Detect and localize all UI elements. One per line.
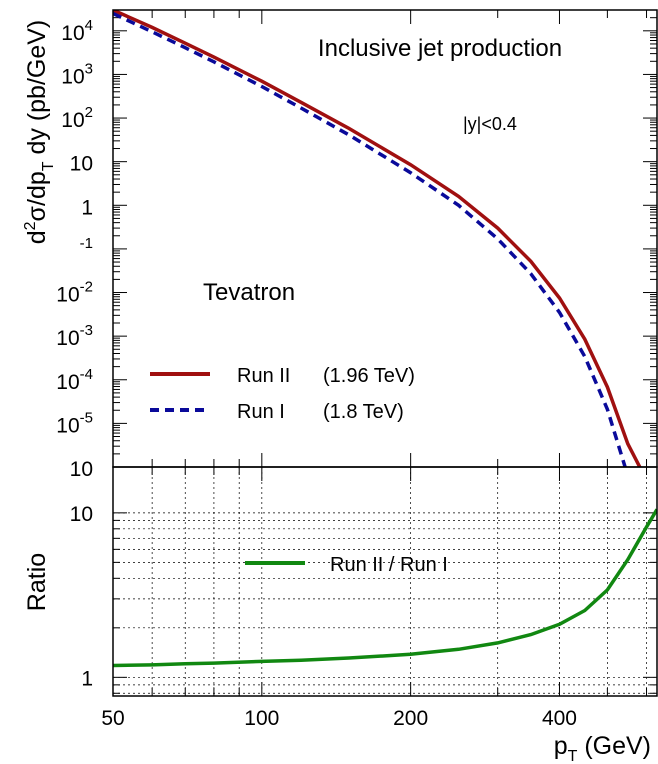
bottom-legend: Run II / Run I: [245, 554, 448, 576]
y-tick-label-exponent: -5: [80, 409, 93, 426]
y-tick-label-exponent: -4: [80, 366, 93, 383]
y-tick-label: 10-2: [56, 279, 93, 307]
xlabel-base: p: [554, 732, 568, 760]
ratio-y-tick-label: 10: [70, 503, 93, 526]
bottom-panel: 1 10 50 100 200 400 Ratio Run II / Run I pT …: [23, 466, 658, 764]
y-tick-label-exponent: -1: [80, 235, 93, 252]
tevatron-annotation: Tevatron: [203, 279, 295, 306]
rapidity-annotation: |y|<0.4: [463, 114, 517, 134]
top-x-ticks: [112, 10, 648, 467]
y-tick-label-base: 10: [56, 284, 79, 307]
top-y-ticks: [113, 9, 657, 468]
y-tick-label: 10: [70, 153, 93, 176]
y-tick-label-exponent: 4: [85, 17, 93, 34]
bottom-y-tick-labels: 1 10: [70, 503, 93, 690]
legend-label-ratio: Run II / Run I: [330, 554, 448, 576]
top-panel: Inclusive jet production |y|<0.4 Tevatro…: [22, 9, 658, 481]
legend-label-run1: Run I: [237, 401, 285, 423]
y-tick-label-base: 10: [61, 22, 84, 45]
y-tick-label: 1: [81, 196, 93, 219]
top-legend: Run II (1.96 TeV) Run I (1.8 TeV): [150, 365, 415, 423]
bottom-x-tick-labels: 50 100 200 400: [101, 707, 577, 730]
top-title: Inclusive jet production: [318, 35, 562, 62]
y-tick-label-base: 10: [56, 371, 79, 394]
x-axis-title: pT (GeV): [554, 732, 651, 764]
y-tick-label-exponent: 2: [85, 104, 93, 121]
y-tick-label-exponent: 3: [85, 60, 93, 77]
y-tick-label: 104: [61, 17, 93, 45]
y-tick-label-base: 10: [56, 414, 79, 437]
y-tick-label: -1: [80, 235, 93, 252]
top-plot-frame: [112, 9, 658, 468]
y-tick-label: 10-3: [56, 322, 93, 350]
bottom-x-ticks: [112, 467, 648, 696]
ylabel-sub: T: [40, 161, 57, 171]
x-tick-label: 400: [542, 707, 577, 730]
legend-energy-run2: (1.96 TeV): [323, 365, 415, 387]
series-run1-line: [113, 11, 627, 467]
y-tick-label: 10-4: [56, 366, 93, 394]
xlabel-tail: (GeV): [577, 732, 651, 760]
legend-energy-run1: (1.8 TeV): [323, 401, 404, 423]
series-ratio-line: [113, 508, 657, 668]
bottom-series: [113, 508, 657, 668]
bottom-grid: [112, 467, 657, 696]
x-tick-label: 100: [244, 707, 279, 730]
y-tick-label-base: 10: [56, 327, 79, 350]
ylabel-base: d: [23, 230, 51, 244]
bottom-y-ticks: [113, 512, 657, 694]
y-tick-label-base: 10: [61, 109, 84, 132]
y-tick-label: 10: [70, 458, 93, 481]
series-run2-line: [113, 10, 642, 467]
bottom-y-axis-title: Ratio: [23, 553, 51, 611]
y-tick-label-base: 10: [70, 153, 93, 176]
y-tick-label-exponent: -3: [80, 322, 93, 339]
x-tick-label: 200: [393, 707, 428, 730]
y-tick-label-exponent: -2: [80, 279, 93, 296]
y-tick-label: 10-5: [56, 409, 93, 437]
bottom-plot-frame: [112, 466, 658, 697]
y-tick-label-base: 1: [81, 196, 93, 219]
y-tick-label: 102: [61, 104, 93, 132]
xlabel-sub: T: [568, 748, 578, 764]
ylabel-mid: σ/dp: [23, 171, 51, 221]
x-tick-label: 50: [101, 707, 124, 730]
ylabel-sup: 2: [22, 221, 39, 230]
y-tick-label: 103: [61, 60, 93, 88]
y-tick-label-base: 10: [61, 65, 84, 88]
ratio-y-tick-label: 1: [81, 667, 93, 690]
top-y-axis-title: d2σ/dpT dy (pb/GeV): [22, 20, 57, 245]
ylabel-tail: dy (pb/GeV): [23, 20, 51, 162]
y-tick-label-base: 10: [70, 458, 93, 481]
legend-label-run2: Run II: [237, 365, 290, 387]
top-series: [113, 10, 642, 467]
